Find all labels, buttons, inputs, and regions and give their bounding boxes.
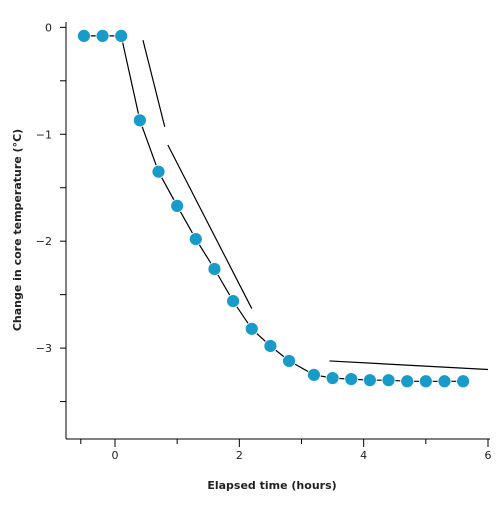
data-point (263, 339, 278, 353)
x-tick-label: 2 (236, 449, 243, 462)
data-point (132, 113, 147, 128)
data-point (456, 374, 471, 389)
trend-line (167, 144, 253, 309)
data-point (188, 232, 203, 246)
data-point (381, 373, 396, 388)
trend-line (329, 360, 489, 371)
x-tick-label: 6 (485, 449, 492, 462)
y-axis-title: Change in core temperature (°C) (11, 129, 24, 331)
data-point (344, 372, 359, 387)
x-tick-label: 4 (360, 449, 367, 462)
axes (60, 22, 490, 447)
tick-labels: 0 −1 −2 −3 0 2 4 6 (36, 21, 492, 462)
x-tick-label: 0 (112, 449, 119, 462)
y-tick-label: −3 (36, 342, 52, 355)
data-point (170, 199, 185, 213)
data-point (95, 29, 110, 43)
series-line (83, 35, 464, 382)
data-point (77, 29, 91, 43)
y-tick-label: −2 (36, 235, 52, 248)
data-point (362, 373, 377, 388)
data-point (226, 294, 241, 308)
series-polyline (83, 35, 464, 382)
y-tick-label: 0 (45, 21, 52, 34)
data-point (400, 374, 415, 389)
x-axis-title: Elapsed time (hours) (207, 479, 336, 492)
data-point (325, 371, 340, 385)
data-point (307, 367, 321, 382)
trend-line (142, 40, 166, 127)
data-point (437, 374, 452, 389)
data-points (77, 29, 471, 389)
data-point (244, 321, 259, 336)
data-point (207, 262, 222, 276)
data-point (282, 354, 296, 368)
trend-lines (142, 40, 489, 371)
data-point (151, 164, 166, 179)
data-point (418, 374, 433, 389)
y-tick-label: −1 (36, 128, 52, 141)
data-point (114, 29, 129, 43)
